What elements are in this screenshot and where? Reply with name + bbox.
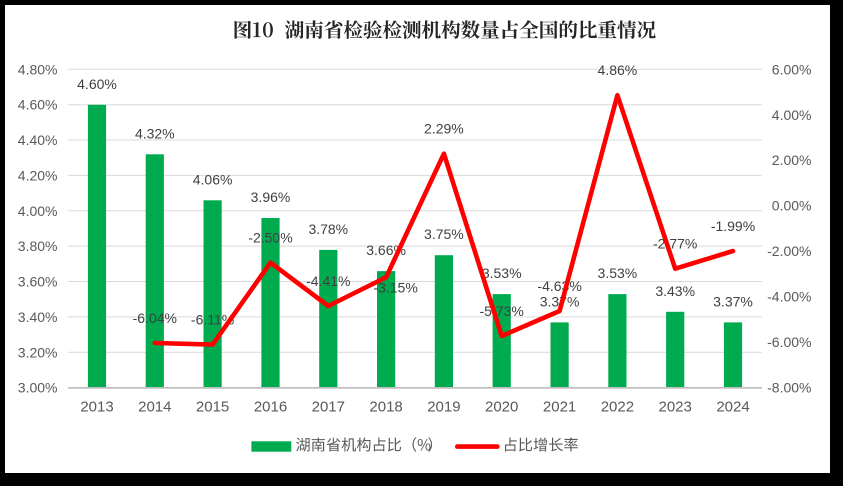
svg-text:6.00%: 6.00% (772, 61, 812, 77)
svg-text:4.00%: 4.00% (18, 203, 58, 219)
svg-text:2019: 2019 (427, 398, 460, 415)
svg-text:2015: 2015 (196, 398, 229, 415)
svg-text:2013: 2013 (80, 398, 113, 415)
svg-text:3.75%: 3.75% (424, 226, 464, 242)
svg-text:3.53%: 3.53% (482, 265, 522, 281)
svg-text:2023: 2023 (659, 398, 692, 415)
svg-text:2020: 2020 (485, 398, 518, 415)
svg-text:0.00%: 0.00% (772, 198, 812, 214)
svg-text:2018: 2018 (369, 398, 402, 415)
svg-text:3.96%: 3.96% (251, 189, 291, 205)
svg-text:3.53%: 3.53% (598, 265, 638, 281)
svg-text:4.00%: 4.00% (772, 107, 812, 123)
svg-text:2.29%: 2.29% (424, 121, 464, 137)
svg-text:2024: 2024 (716, 398, 749, 415)
svg-text:-2.50%: -2.50% (248, 230, 292, 246)
svg-text:3.00%: 3.00% (18, 380, 58, 396)
svg-text:3.80%: 3.80% (18, 238, 58, 254)
svg-text:3.60%: 3.60% (18, 274, 58, 290)
svg-text:2.00%: 2.00% (772, 152, 812, 168)
svg-text:2014: 2014 (138, 398, 171, 415)
svg-text:-6.11%: -6.11% (191, 312, 234, 328)
svg-text:-3.15%: -3.15% (373, 279, 417, 295)
svg-text:-4.63%: -4.63% (537, 278, 581, 294)
svg-text:-6.00%: -6.00% (767, 334, 811, 350)
svg-text:-5.73%: -5.73% (480, 303, 524, 319)
svg-text:4.20%: 4.20% (18, 167, 58, 183)
svg-text:-4.00%: -4.00% (767, 289, 811, 305)
svg-text:3.20%: 3.20% (18, 344, 58, 360)
svg-text:3.78%: 3.78% (308, 221, 348, 237)
svg-text:3.40%: 3.40% (18, 309, 58, 325)
svg-text:4.60%: 4.60% (18, 97, 58, 113)
svg-text:4.32%: 4.32% (135, 125, 175, 141)
svg-text:4.60%: 4.60% (77, 76, 117, 92)
svg-text:-2.77%: -2.77% (653, 236, 697, 252)
svg-text:-2.00%: -2.00% (767, 243, 811, 259)
svg-text:2021: 2021 (543, 398, 576, 415)
svg-text:4.06%: 4.06% (193, 171, 233, 187)
svg-text:2022: 2022 (601, 398, 634, 415)
svg-text:4.86%: 4.86% (598, 62, 638, 78)
svg-text:4.40%: 4.40% (18, 132, 58, 148)
svg-text:-8.00%: -8.00% (767, 380, 811, 396)
svg-text:3.37%: 3.37% (713, 293, 753, 309)
svg-text:3.37%: 3.37% (540, 293, 580, 309)
svg-text:3.43%: 3.43% (655, 283, 695, 299)
svg-text:-1.99%: -1.99% (711, 218, 755, 234)
svg-text:2017: 2017 (312, 398, 345, 415)
svg-text:2016: 2016 (254, 398, 287, 415)
svg-text:4.80%: 4.80% (18, 61, 58, 77)
svg-text:-4.41%: -4.41% (306, 273, 350, 289)
svg-text:-6.04%: -6.04% (133, 310, 177, 326)
